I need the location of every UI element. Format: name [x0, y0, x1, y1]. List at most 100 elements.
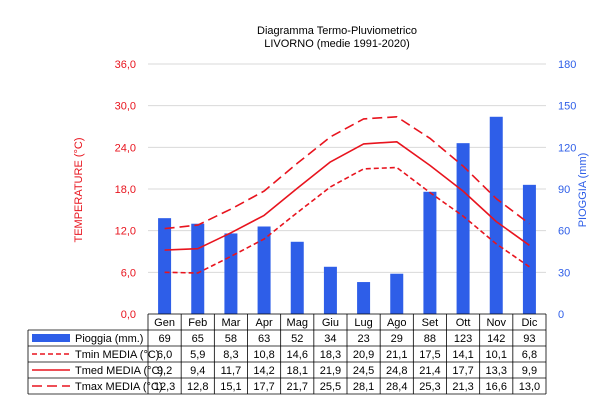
x-tick-label: Ott: [456, 317, 471, 329]
data-label: 18,3: [320, 349, 341, 361]
data-label: 14,1: [452, 349, 473, 361]
x-tick-label: Lug: [354, 317, 372, 329]
rain-bar: [290, 241, 304, 314]
data-label: 9,4: [190, 365, 205, 377]
y-tick-right: 60: [558, 226, 570, 238]
y-tick-right: 0: [558, 309, 564, 321]
rain-bar: [224, 233, 238, 314]
data-label: 6,8: [522, 349, 537, 361]
data-label: 28,1: [353, 381, 374, 393]
data-label: 25,5: [320, 381, 341, 393]
rain-bar: [423, 191, 437, 314]
temperature-lines: [164, 116, 530, 274]
grid: [148, 63, 546, 315]
data-label: 69: [158, 333, 170, 345]
data-label: 8,3: [223, 349, 238, 361]
data-label: 21,7: [287, 381, 308, 393]
chart-subtitle: LIVORNO (medie 1991-2020): [264, 38, 410, 50]
x-tick-label: Mar: [221, 317, 240, 329]
data-label: 13,3: [486, 365, 507, 377]
data-label: 24,8: [386, 365, 407, 377]
data-label: 17,5: [419, 349, 440, 361]
data-label: 13,0: [519, 381, 540, 393]
y-tick-left: 18,0: [115, 184, 136, 196]
data-label: 14,6: [287, 349, 308, 361]
data-label: 16,6: [486, 381, 507, 393]
rain-bar: [357, 282, 371, 314]
data-label: 15,1: [220, 381, 241, 393]
data-label: 20,9: [353, 349, 374, 361]
data-label: 25,3: [419, 381, 440, 393]
data-label: 29: [391, 333, 403, 345]
y-tick-left: 0,0: [121, 309, 136, 321]
data-label: 5,9: [190, 349, 205, 361]
y-tick-left: 12,0: [115, 226, 136, 238]
data-label: 65: [192, 333, 204, 345]
data-label: 12,8: [187, 381, 208, 393]
data-label: 23: [357, 333, 369, 345]
y-axis-left: 0,0 6,0 12,0 18,0 24,0 30,0 36,0: [115, 59, 136, 321]
temperature-line: [164, 141, 530, 251]
rain-bar: [456, 143, 470, 314]
y-tick-right: 150: [558, 101, 576, 113]
data-label: 28,4: [386, 381, 407, 393]
rain-bar: [390, 273, 404, 314]
rain-bar: [158, 218, 172, 314]
y-tick-left: 24,0: [115, 142, 136, 154]
x-tick-label: Giu: [322, 317, 339, 329]
data-label: 21,1: [386, 349, 407, 361]
data-label: 93: [523, 333, 535, 345]
legend-entry: Pioggia (mm.): [75, 333, 143, 345]
rain-bar: [323, 266, 337, 314]
data-label: 10,8: [253, 349, 274, 361]
data-label: 142: [487, 333, 505, 345]
data-label: 11,7: [221, 365, 242, 377]
y-tick-right: 120: [558, 142, 576, 154]
data-label: 17,7: [452, 365, 473, 377]
x-tick-label: Set: [422, 317, 439, 329]
x-tick-label: Dic: [521, 317, 537, 329]
x-tick-label: Nov: [486, 317, 506, 329]
legend-entry: Tmax MEDIA (°C): [75, 381, 163, 393]
data-label: 58: [225, 333, 237, 345]
data-label: 21,9: [320, 365, 341, 377]
data-label: 63: [258, 333, 270, 345]
data-table: Gen Feb Mar Apr Mag Giu Lug Ago Set Ott Nov Dic Piog…: [27, 313, 547, 395]
y-tick-right: 180: [558, 59, 576, 71]
data-label: 52: [291, 333, 303, 345]
legend-entry: Tmin MEDIA (°C): [75, 349, 159, 361]
data-label: 21,4: [419, 365, 440, 377]
data-label: 24,5: [353, 365, 374, 377]
data-label: 6,0: [157, 349, 172, 361]
temperature-line: [164, 116, 530, 230]
y-axis-left-label: TEMPERATURE (°C): [73, 137, 85, 242]
chart-title: Diagramma Termo-Pluviometrico: [257, 25, 417, 37]
x-tick-label: Feb: [188, 317, 207, 329]
rain-bars: [158, 116, 536, 315]
y-tick-right: 90: [558, 184, 570, 196]
legend-key-bar: [32, 334, 70, 342]
y-axis-right: 0 30 60 90 120 150 180: [558, 59, 576, 321]
data-label: 88: [424, 333, 436, 345]
data-label: 21,3: [452, 381, 473, 393]
rain-bar: [489, 116, 503, 315]
y-tick-left: 6,0: [121, 267, 136, 279]
legend-entry: Tmed MEDIA (°C): [75, 365, 163, 377]
y-axis-right-label: PIOGGIA (mm): [577, 153, 589, 228]
data-label: 12,3: [154, 381, 175, 393]
data-label: 10,1: [486, 349, 507, 361]
data-label: 34: [324, 333, 336, 345]
temperature-line: [164, 166, 530, 274]
x-tick-label: Apr: [256, 317, 273, 329]
data-label: 123: [454, 333, 472, 345]
rain-bar: [191, 223, 205, 314]
y-tick-right: 30: [558, 267, 570, 279]
rain-bar: [257, 226, 271, 314]
data-label: 14,2: [253, 365, 274, 377]
data-label: 17,7: [253, 381, 274, 393]
data-label: 18,1: [287, 365, 308, 377]
rain-bar: [522, 184, 536, 314]
y-tick-left: 30,0: [115, 101, 136, 113]
data-label: 9,2: [157, 365, 172, 377]
